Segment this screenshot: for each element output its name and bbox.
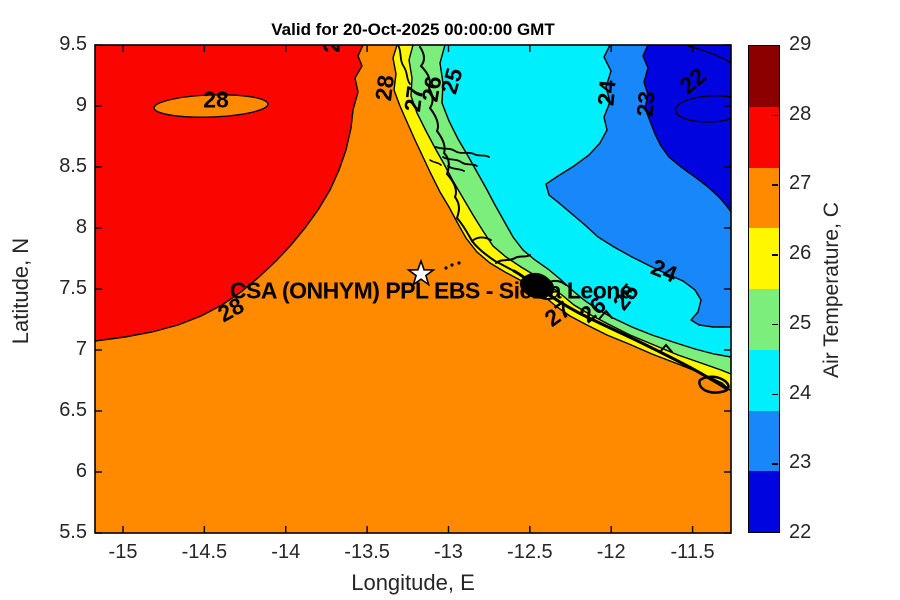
coastline bbox=[698, 375, 730, 394]
colorbar-tick-mark bbox=[772, 254, 778, 256]
y-tick-label: 7 bbox=[75, 338, 87, 360]
colorbar-tick-label: 25 bbox=[789, 311, 812, 334]
y-tick-label: 5.5 bbox=[59, 521, 87, 543]
contour-line-c23 bbox=[642, 45, 731, 213]
colorbar-tick-mark bbox=[772, 463, 778, 465]
colorbar-tick-mark bbox=[772, 114, 778, 117]
colorbar-tick-label: 24 bbox=[789, 381, 812, 404]
coastline bbox=[599, 309, 613, 319]
coastline bbox=[429, 159, 442, 166]
colorbar-band bbox=[749, 106, 779, 168]
x-axis-label: Longitude, E bbox=[351, 570, 475, 595]
coastline bbox=[535, 294, 555, 300]
coastline bbox=[435, 146, 490, 158]
islet-dot bbox=[450, 263, 454, 267]
colorbar-tick-label: 27 bbox=[789, 172, 812, 195]
coastline bbox=[547, 279, 567, 286]
colorbar bbox=[748, 45, 780, 533]
colorbar-band bbox=[749, 289, 779, 350]
location-star-marker bbox=[406, 258, 436, 287]
contour-line-22 bbox=[687, 45, 731, 64]
plot-title: Valid for 20-Oct-2025 00:00:00 GMT bbox=[271, 20, 555, 39]
colorbar-tick-label: 23 bbox=[789, 451, 812, 474]
contour-line-c26 bbox=[408, 45, 731, 375]
x-tick-label: -14 bbox=[271, 541, 301, 563]
colorbar-tick-label: 22 bbox=[789, 521, 812, 543]
coastline bbox=[495, 254, 531, 264]
coastline bbox=[447, 165, 465, 172]
coastline bbox=[471, 236, 492, 242]
colorbar-tick-label: 28 bbox=[789, 102, 812, 125]
colorbar-band bbox=[749, 349, 779, 411]
x-tick-label: -14.5 bbox=[181, 541, 228, 563]
coastline bbox=[419, 46, 515, 272]
colorbar-label: Air Temperature, C bbox=[820, 202, 843, 378]
x-tick-label: -15 bbox=[108, 541, 138, 563]
coastline bbox=[397, 45, 411, 85]
islet-dot bbox=[457, 261, 461, 265]
y-tick-label: 6.5 bbox=[59, 399, 87, 421]
coastline bbox=[659, 343, 673, 353]
x-tick-label: -13.5 bbox=[344, 541, 390, 563]
y-tick-label: 6 bbox=[75, 460, 87, 482]
colorbar-band bbox=[749, 471, 779, 532]
y-tick-label: 7.5 bbox=[59, 277, 87, 299]
colorbar-tick-label: 26 bbox=[789, 242, 812, 265]
colorbar-tick-label: 29 bbox=[789, 33, 812, 55]
x-tick-label: -11.5 bbox=[670, 541, 715, 563]
colorbar-tick-mark bbox=[772, 393, 778, 396]
x-tick-label: -12.5 bbox=[507, 541, 553, 563]
colorbar-tick-mark bbox=[772, 184, 778, 186]
colorbar-band bbox=[749, 46, 779, 107]
x-tick-label: -13 bbox=[434, 541, 463, 563]
y-tick-label: 9 bbox=[75, 94, 87, 116]
y-tick-label: 8 bbox=[75, 216, 87, 238]
colorbar-tick-mark bbox=[772, 323, 778, 326]
axes-frame bbox=[94, 44, 732, 534]
coastline bbox=[442, 156, 478, 167]
y-tick-label: 8.5 bbox=[59, 155, 87, 177]
coastline bbox=[519, 272, 555, 299]
colorbar-band bbox=[749, 167, 779, 229]
contour-line-c28 bbox=[95, 45, 364, 342]
contour-line-c24 bbox=[545, 45, 731, 328]
y-tick-label: 9.5 bbox=[59, 33, 87, 55]
contour-line-c27 bbox=[392, 45, 731, 392]
contour-line-22 bbox=[674, 95, 731, 123]
colorbar-band bbox=[749, 228, 779, 289]
contour-fill-layer bbox=[95, 45, 731, 533]
islet-dot bbox=[444, 266, 448, 270]
colorbar-band bbox=[749, 410, 779, 472]
x-tick-label: -12 bbox=[596, 541, 626, 563]
